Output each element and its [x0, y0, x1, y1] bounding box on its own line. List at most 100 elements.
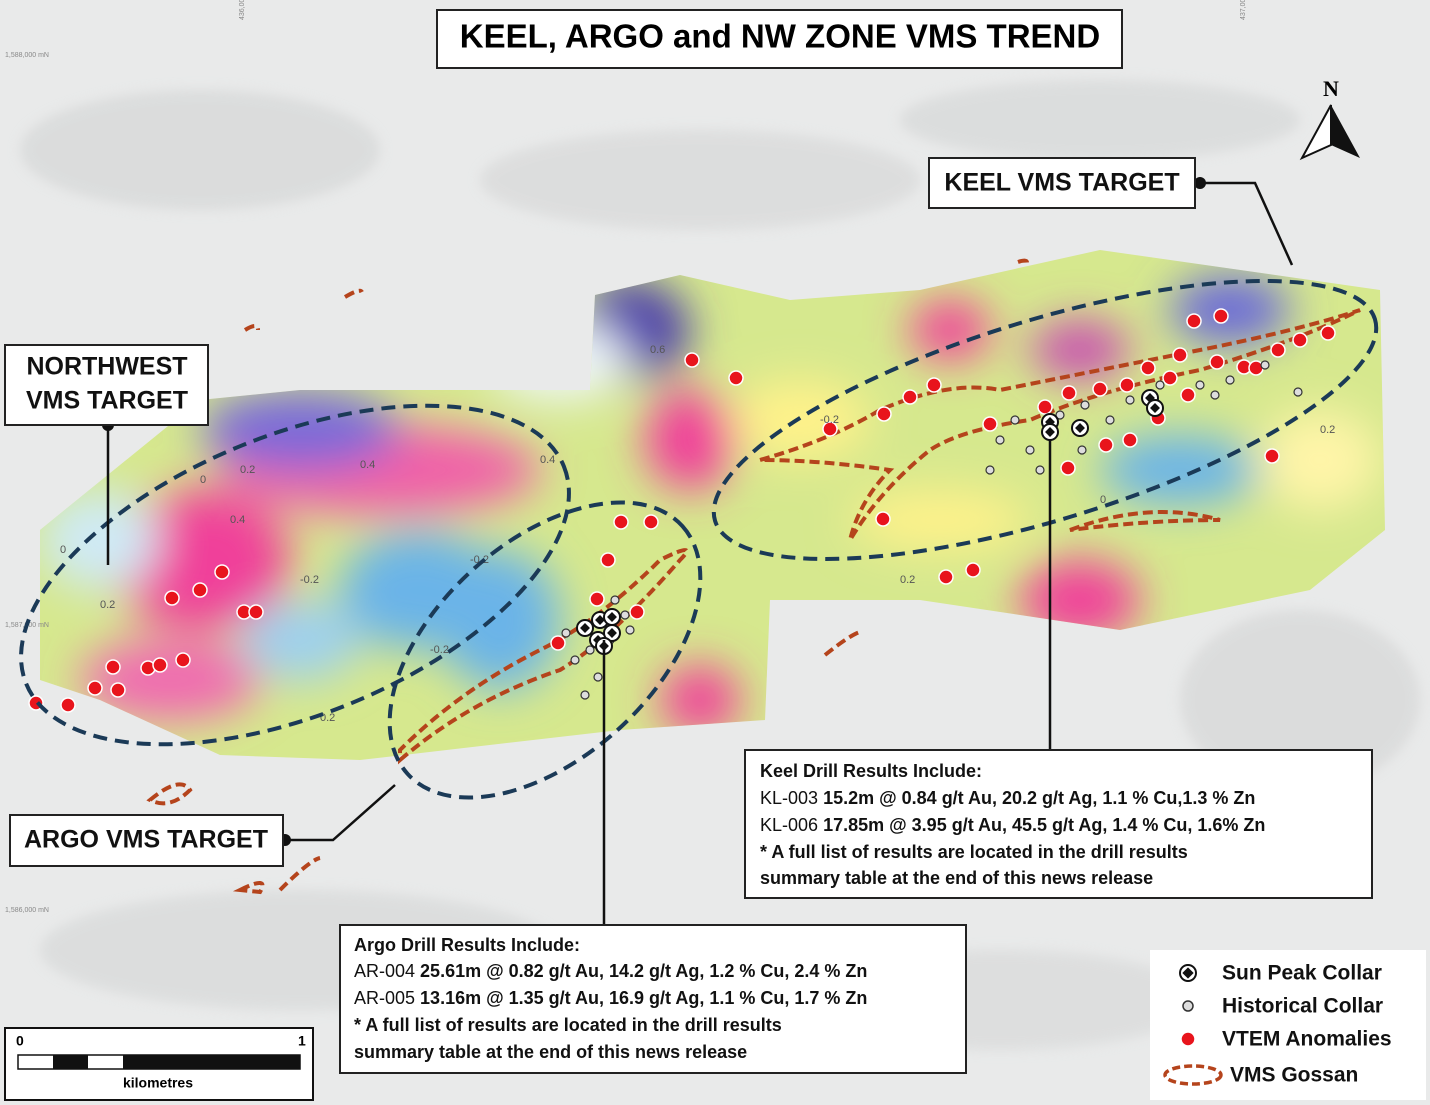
vtem-anomaly [938, 569, 954, 585]
grid-label: 1,586,000 mN [5, 907, 49, 914]
historical-collar [570, 655, 580, 665]
argo-note: summary table at the end of this news re… [354, 1042, 747, 1062]
sun-peak-collar-mark [595, 615, 605, 625]
contour-label: -0.2 [430, 644, 449, 656]
historical-collar [580, 690, 590, 700]
target-ellipses [19, 279, 1379, 800]
northwest-target-label: NORTHWEST [26, 353, 187, 381]
vtem-anomaly [1061, 385, 1077, 401]
vtem-anomaly [1209, 354, 1225, 370]
keel-note: * A full list of results are located in … [760, 842, 1188, 862]
historical-collar [1010, 415, 1020, 425]
vtem-anomaly [214, 564, 230, 580]
vtem-anomaly [876, 406, 892, 422]
collars [561, 360, 1303, 700]
historical-collar [625, 625, 635, 635]
scale-bar: 0 1 kilometres [4, 1027, 314, 1101]
historical-collar [1035, 465, 1045, 475]
historical-collar [593, 672, 603, 682]
vtem-anomaly [629, 604, 645, 620]
vtem-anomaly [1060, 460, 1076, 476]
historical-collar [610, 595, 620, 605]
contour-label: 0.4 [540, 454, 555, 466]
vtem-anomaly [643, 514, 659, 530]
argo-target-box [9, 814, 284, 867]
legend-label: VTEM Anomalies [1222, 1028, 1392, 1051]
argo-note: * A full list of results are located in … [354, 1015, 782, 1035]
sun-peak-collar-mark [1045, 427, 1055, 437]
contour-label: -0.2 [820, 414, 839, 426]
vtem-anomaly [600, 552, 616, 568]
title: KEEL, ARGO and NW ZONE VMS TREND [460, 18, 1100, 55]
result: 25.61m @ 0.82 g/t Au, 14.2 g/t Ag, 1.2 %… [420, 961, 867, 981]
result: 15.2m @ 0.84 g/t Au, 20.2 g/t Ag, 1.1 % … [823, 788, 1255, 808]
scale-unit: kilometres [123, 1075, 193, 1091]
vtem-anomaly [87, 680, 103, 696]
northwest-target-label: VMS TARGET [26, 387, 188, 415]
vtem-anomaly [1098, 437, 1114, 453]
historical-collar [1155, 380, 1165, 390]
argo-target-label: ARGO VMS TARGET [24, 826, 268, 854]
contour-label: 0.2 [100, 599, 115, 611]
contour-label: 0.4 [230, 514, 245, 526]
sun-peak-collar-mark [1075, 423, 1085, 433]
northwest-target-box [4, 344, 209, 426]
argo-results-heading: Argo Drill Results Include: [354, 935, 580, 955]
historical-collar [985, 465, 995, 475]
vtem-anomaly [926, 377, 942, 393]
contour-label: 0.2 [900, 574, 915, 586]
gossans [146, 258, 1361, 895]
grid-label: 437,000 mE [1240, 0, 1247, 20]
vtem-anomaly [1213, 308, 1229, 324]
sun-peak-collar-mark [1150, 403, 1160, 413]
vtem-anomaly [1292, 332, 1308, 348]
contour-label: 0 [1100, 494, 1106, 506]
historical-collar [1080, 400, 1090, 410]
keel-target-box [928, 157, 1196, 209]
historical-collar [1077, 445, 1087, 455]
vtem-anomaly [60, 697, 76, 713]
contour-label: 0 [60, 544, 66, 556]
vtem-anomaly [1092, 381, 1108, 397]
vtem-anomaly [1037, 399, 1053, 415]
historical-collar [995, 435, 1005, 445]
vtem-anomaly [550, 635, 566, 651]
vtem-anomaly [105, 659, 121, 675]
historical-collar [1210, 390, 1220, 400]
contour-label: 0 [200, 474, 206, 486]
legend: Sun Peak Collar Historical Collar VTEM A… [1163, 962, 1392, 1087]
historical-collar [1125, 395, 1135, 405]
vtem-anomaly [1270, 342, 1286, 358]
argo-result: AR-004 25.61m @ 0.82 g/t Au, 14.2 g/t Ag… [354, 961, 867, 981]
vtem-anomaly [1172, 347, 1188, 363]
keel-note: summary table at the end of this news re… [760, 868, 1153, 888]
historical-collar [585, 645, 595, 655]
scale-end: 1 [298, 1033, 306, 1049]
historical-collar [1293, 387, 1303, 397]
vtem-anomaly [175, 652, 191, 668]
vtem-anomaly [110, 682, 126, 698]
vtem-anomaly [1264, 448, 1280, 464]
historical-collar [1105, 415, 1115, 425]
keel-results-box [744, 749, 1373, 899]
vtem-anomaly [192, 582, 208, 598]
vtem-anomaly [164, 590, 180, 606]
title-box [436, 9, 1123, 69]
scale-start: 0 [16, 1033, 24, 1049]
contour-label: 0.2 [240, 464, 255, 476]
north-label: N [1323, 76, 1339, 101]
vtem-anomaly [965, 562, 981, 578]
vtem-anomaly [822, 421, 838, 437]
vtem-anomaly [1140, 360, 1156, 376]
historical-collar [1025, 445, 1035, 455]
north-arrow: N [1299, 76, 1360, 161]
legend-label: Historical Collar [1222, 995, 1383, 1018]
historical-collar [620, 610, 630, 620]
grid-label: 1,588,000 mN [5, 52, 49, 59]
grid-label: 436,000 mE [239, 0, 246, 20]
keel-target-label: KEEL VMS TARGET [944, 169, 1179, 197]
vtem-anomaly [248, 604, 264, 620]
keel-result: KL-006 17.85m @ 3.95 g/t Au, 45.5 g/t Ag… [760, 815, 1265, 835]
vtem-anomaly [902, 389, 918, 405]
